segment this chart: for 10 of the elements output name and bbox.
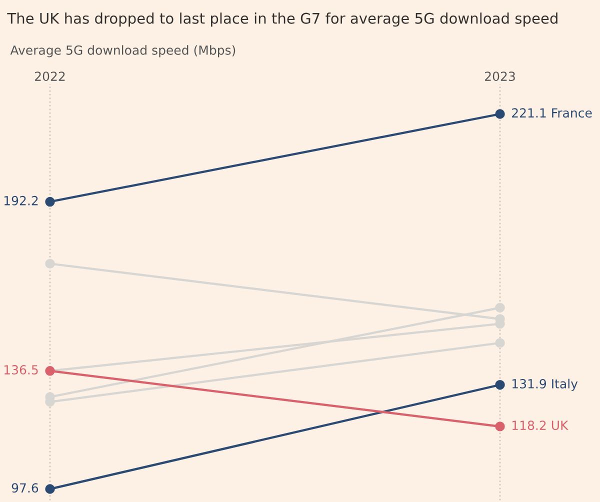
- chart-subtitle: Average 5G download speed (Mbps): [10, 45, 236, 58]
- data-label: 97.6: [12, 483, 38, 493]
- text: 221.1 France: [512, 108, 592, 118]
- x-tick-label: 2022: [35, 72, 65, 82]
- text: 131.9 Italy: [512, 378, 578, 391]
- data-label: 192.2: [4, 196, 38, 206]
- data-label: 136.5: [4, 365, 38, 375]
- text: 118.2 UK: [512, 420, 568, 430]
- x-tick-label: 2023: [485, 72, 515, 82]
- chart-title: The UK has dropped to last place in the G7 for average 5G download speed: [7, 12, 558, 27]
